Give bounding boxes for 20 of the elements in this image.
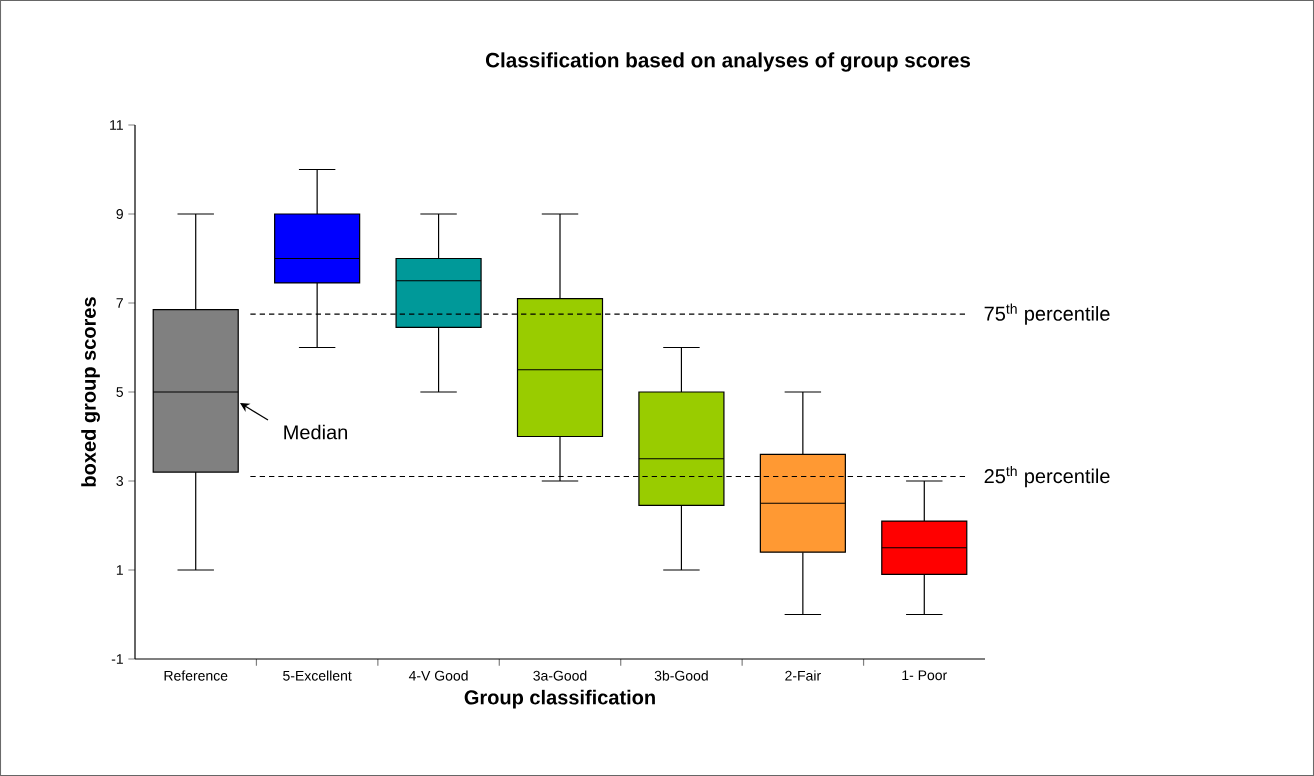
x-tick-label: 5-Excellent [283,670,352,681]
x-tick-label: 1- Poor [902,670,947,681]
ref-line-label: 25$^{th}$ percentile [984,465,1110,488]
y-tick-label: -1 [111,654,123,664]
y-tick-label: 11 [110,120,123,130]
chart-title: Classification based on analyses of group scores [485,52,971,72]
y-tick-label: 5 [116,387,124,397]
x-tick-label: Reference [164,670,228,681]
y-tick-label: 9 [116,209,123,219]
x-tick-label: 3b-Good [654,670,708,681]
ref-line-label: 75$^{th}$ percentile [984,303,1110,325]
annotation: Median [284,424,347,440]
x-axis-title: Group classification [464,689,655,709]
x-tick-label: 3a-Good [533,670,587,681]
x-tick-label: 2-Fair [785,670,821,681]
y-tick-label: 7 [116,298,123,308]
y-tick-label: 3 [116,476,124,486]
x-tick-label: 4-V Good [408,670,468,681]
y-axis-title: boxed group scores [81,297,100,487]
y-tick-label: 1 [116,565,123,575]
